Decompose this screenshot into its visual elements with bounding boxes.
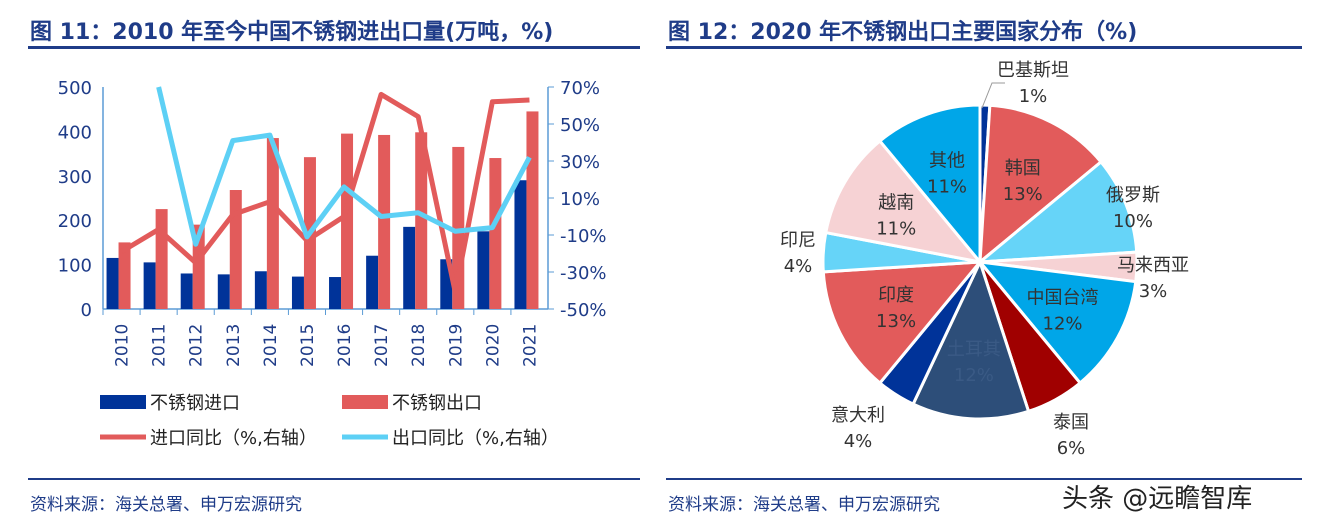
export-destination-pie: 巴基斯坦 1% 韩国 13% 俄罗斯 10% 马来西亚 3% 中国台湾 12% 泰国 6% 土耳其 12%… [780,60,1189,459]
pie-label: 意大利 [831,405,885,426]
x-tick-label: 2020 [483,324,503,367]
pie-value: 12% [954,365,994,386]
pie-label: 印尼 [780,230,816,251]
import-yoy-line [120,91,530,295]
import-bar [366,255,379,309]
pie-value: 12% [1043,313,1083,334]
pie-value: 4% [844,431,873,452]
pie-slice [877,103,982,267]
pie-leader-line [981,82,1005,109]
left-title-rule [28,46,640,49]
x-tick-label: 2019 [446,324,466,367]
right-axis-tick: 70% [560,78,600,99]
right-title-rule [666,46,1302,49]
x-tick-label: 2014 [261,324,281,367]
export-bar [526,111,539,309]
import-bar [143,262,156,309]
pie-value: 3% [1139,281,1168,302]
export-bar [229,190,242,309]
import-bar [254,271,267,309]
right-chart-title: 图 12：2020 年不锈钢出口主要国家分布（%) [668,20,1138,45]
export-bar [378,134,391,309]
export-bar [415,132,428,309]
export-bar [489,158,502,309]
legend-swatch [342,395,388,409]
right-axis-tick: 30% [560,152,600,173]
import-bar [106,257,119,309]
legend-label: 不锈钢进口 [150,393,240,414]
left-axis-tick: 100 [58,256,92,277]
x-tick-label: 2021 [520,324,540,367]
import-bar [403,226,416,309]
pie-label: 其他 [929,150,965,171]
pie-value: 1% [1019,86,1048,107]
left-axis-tick: 500 [58,78,92,99]
x-tick-label: 2018 [409,324,429,367]
left-bottom-rule [28,478,640,480]
import-bar [291,276,304,309]
x-tick-label: 2013 [224,324,244,367]
right-axis-tick: -10% [560,226,607,247]
import-bar [477,231,490,309]
pie-slice [911,257,1031,421]
pie-value: 13% [1003,184,1043,205]
pie-label: 马来西亚 [1117,255,1189,276]
pie-value: 4% [784,256,813,277]
import-bar [329,277,342,309]
right-bottom-rule [666,478,1302,480]
import-bar [514,180,527,309]
pie-slice [824,138,984,265]
x-tick-label: 2012 [187,324,207,367]
left-axis-tick: 0 [81,300,92,321]
pie-slice [976,260,1138,386]
export-bar [118,242,131,309]
export-yoy-line [156,86,532,247]
export-bar [266,138,279,309]
x-tick-label: 2017 [372,324,392,367]
pie-slice [975,159,1139,264]
pie-label: 印度 [878,285,914,306]
pie-label: 泰国 [1053,412,1089,433]
x-tick-label: 2015 [298,324,318,367]
x-tick-label: 2010 [113,324,133,367]
legend-label: 出口同比（%,右轴） [392,428,559,449]
right-axis-tick: -50% [560,300,607,321]
pie-value: 10% [1113,211,1153,232]
pie-value: 6% [1057,438,1086,459]
legend-label: 不锈钢出口 [392,393,482,414]
left-axis-tick: 300 [58,167,92,188]
export-bar [341,133,354,309]
left-axis-tick: 400 [58,122,92,143]
pie-value: 11% [927,176,967,197]
right-source: 资料来源：海关总署、申万宏源研究 [668,495,940,515]
pie-slice [978,103,1104,266]
pie-label: 韩国 [1005,158,1041,179]
pie-label: 越南 [878,192,914,213]
legend-label: 进口同比（%,右轴） [150,428,317,449]
left-axis-tick: 200 [58,211,92,232]
x-tick-label: 2011 [150,324,170,367]
export-bar [155,209,168,309]
watermark: 头条 @远瞻智库 [1062,484,1253,514]
import-bar [180,273,193,309]
pie-slice [821,260,984,386]
pie-label: 中国台湾 [1027,287,1099,308]
import-bar [217,274,230,309]
pie-value: 11% [876,218,916,239]
import-export-chart: 0 100 200 300 400 500 -50% -30% -10% 10% 30% 50% 70%… [58,78,607,449]
left-source: 资料来源：海关总署、申万宏源研究 [30,495,302,515]
x-tick-label: 2016 [335,324,355,367]
pie-label: 土耳其 [947,339,1001,360]
pie-label: 俄罗斯 [1106,185,1160,206]
left-chart-title: 图 11：2010 年至今中国不锈钢进出口量(万吨，%) [30,20,554,45]
pie-label: 巴基斯坦 [997,60,1069,81]
right-axis-tick: -30% [560,263,607,284]
right-axis-tick: 10% [560,189,600,210]
pie-value: 13% [876,311,916,332]
legend-swatch [100,395,146,409]
right-axis-tick: 50% [560,115,600,136]
